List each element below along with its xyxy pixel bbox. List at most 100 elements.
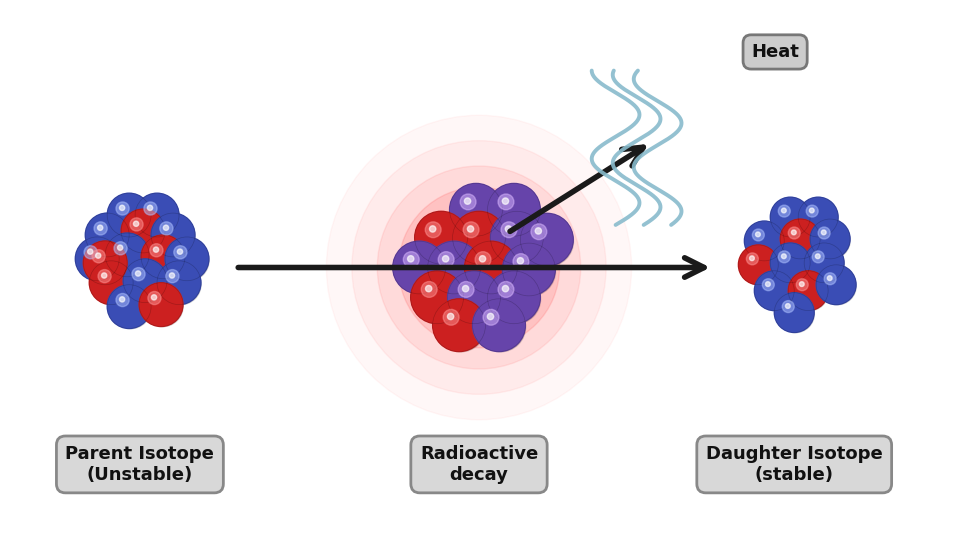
Circle shape xyxy=(472,299,525,351)
Circle shape xyxy=(501,222,517,238)
Circle shape xyxy=(441,230,517,305)
Circle shape xyxy=(118,245,123,250)
Circle shape xyxy=(752,229,764,241)
Text: Radioactive
decay: Radioactive decay xyxy=(420,445,538,484)
Circle shape xyxy=(828,276,833,280)
Circle shape xyxy=(756,232,761,237)
Circle shape xyxy=(84,246,97,259)
Circle shape xyxy=(76,237,119,281)
Circle shape xyxy=(116,294,129,307)
Circle shape xyxy=(798,197,838,237)
Circle shape xyxy=(151,213,194,257)
Circle shape xyxy=(138,196,179,237)
Circle shape xyxy=(520,213,573,266)
Circle shape xyxy=(468,244,517,294)
Circle shape xyxy=(818,267,856,305)
Circle shape xyxy=(488,271,540,324)
Circle shape xyxy=(159,263,201,305)
Circle shape xyxy=(502,286,509,292)
Circle shape xyxy=(786,303,790,308)
Circle shape xyxy=(475,302,526,352)
Circle shape xyxy=(824,273,836,285)
Circle shape xyxy=(772,200,810,237)
Circle shape xyxy=(783,221,820,259)
Circle shape xyxy=(429,226,436,232)
Circle shape xyxy=(468,226,473,232)
Circle shape xyxy=(120,205,125,210)
Circle shape xyxy=(523,216,574,266)
Circle shape xyxy=(774,293,814,332)
Circle shape xyxy=(92,250,105,263)
Circle shape xyxy=(791,230,796,235)
Circle shape xyxy=(107,193,151,237)
Circle shape xyxy=(452,211,506,264)
Text: Parent Isotope
(Unstable): Parent Isotope (Unstable) xyxy=(65,445,215,484)
Circle shape xyxy=(782,208,787,213)
Circle shape xyxy=(455,214,506,264)
Circle shape xyxy=(377,166,581,369)
Circle shape xyxy=(109,196,151,237)
Circle shape xyxy=(166,270,179,282)
Circle shape xyxy=(114,242,127,255)
Circle shape xyxy=(463,222,479,238)
Circle shape xyxy=(149,244,163,257)
Circle shape xyxy=(770,243,810,282)
Circle shape xyxy=(502,243,556,296)
Circle shape xyxy=(151,295,157,300)
Circle shape xyxy=(739,245,778,285)
Circle shape xyxy=(505,226,512,232)
Circle shape xyxy=(447,271,500,324)
Circle shape xyxy=(124,259,167,303)
Circle shape xyxy=(415,211,468,264)
Circle shape xyxy=(109,287,151,328)
Circle shape xyxy=(430,218,528,317)
Circle shape xyxy=(796,279,809,291)
Circle shape xyxy=(780,219,820,259)
Circle shape xyxy=(807,205,818,217)
Circle shape xyxy=(483,309,499,325)
Circle shape xyxy=(447,314,454,320)
Circle shape xyxy=(757,273,794,311)
Circle shape xyxy=(144,202,157,215)
Circle shape xyxy=(165,237,209,281)
Circle shape xyxy=(754,271,794,311)
Circle shape xyxy=(144,238,185,279)
Circle shape xyxy=(475,251,490,268)
Circle shape xyxy=(83,241,127,285)
Circle shape xyxy=(746,223,785,261)
Circle shape xyxy=(130,218,143,231)
Circle shape xyxy=(102,273,106,278)
Circle shape xyxy=(505,246,556,296)
Circle shape xyxy=(772,245,810,283)
Circle shape xyxy=(407,256,414,262)
Circle shape xyxy=(498,194,513,210)
Circle shape xyxy=(800,200,838,237)
Circle shape xyxy=(444,309,459,325)
Circle shape xyxy=(493,214,543,264)
Circle shape xyxy=(399,187,559,348)
Circle shape xyxy=(479,256,486,262)
Circle shape xyxy=(116,202,129,215)
Circle shape xyxy=(741,247,779,285)
Circle shape xyxy=(490,274,540,324)
Circle shape xyxy=(89,261,133,304)
Circle shape xyxy=(168,239,209,281)
Circle shape xyxy=(133,221,139,226)
Circle shape xyxy=(465,198,470,204)
Circle shape xyxy=(783,301,794,312)
Circle shape xyxy=(460,194,476,210)
Circle shape xyxy=(790,273,829,311)
Circle shape xyxy=(393,241,445,294)
Circle shape xyxy=(807,245,844,283)
Circle shape xyxy=(536,228,541,234)
Circle shape xyxy=(88,216,129,257)
Circle shape xyxy=(458,281,474,297)
Circle shape xyxy=(821,230,826,235)
Circle shape xyxy=(135,193,179,237)
Circle shape xyxy=(107,235,149,277)
Circle shape xyxy=(85,243,127,285)
Circle shape xyxy=(502,198,509,204)
Circle shape xyxy=(818,227,831,239)
Circle shape xyxy=(177,249,183,254)
Circle shape xyxy=(98,225,103,231)
